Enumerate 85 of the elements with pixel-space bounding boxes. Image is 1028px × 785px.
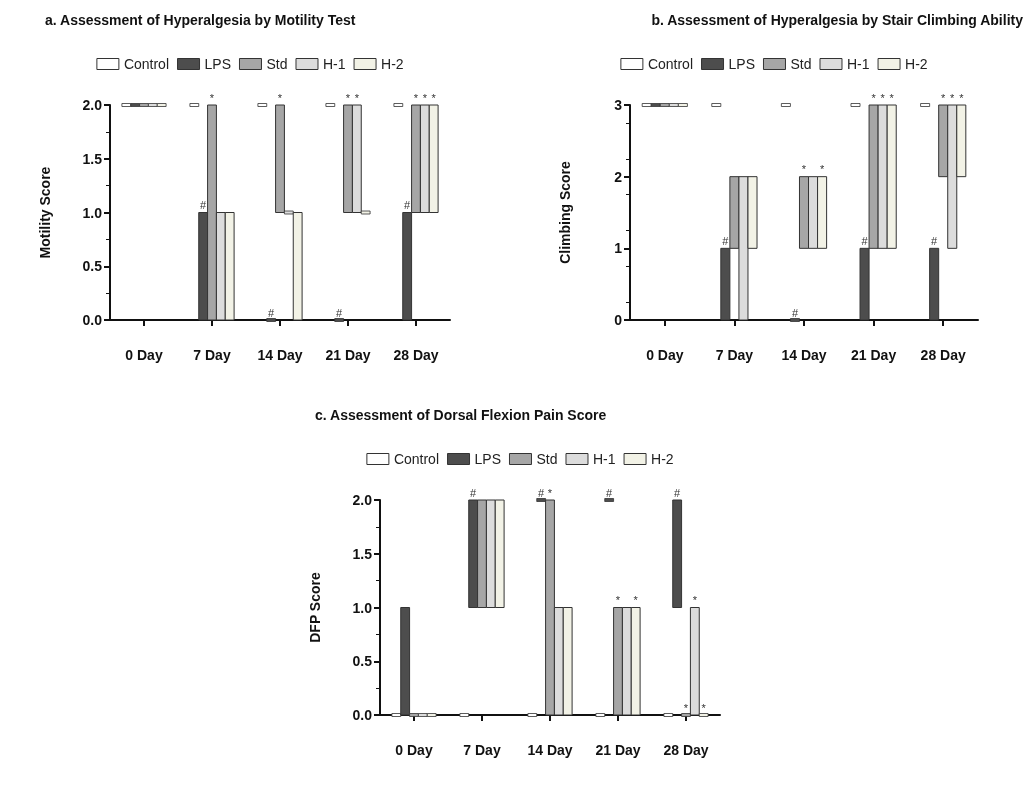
data-label: # bbox=[538, 486, 546, 499]
bar bbox=[672, 499, 683, 608]
data-label: # bbox=[268, 306, 276, 319]
legend-label: Control bbox=[393, 451, 440, 467]
data-label: * bbox=[277, 91, 283, 104]
data-label: * bbox=[422, 91, 428, 104]
y-tick-label: 2.0 bbox=[352, 492, 373, 508]
data-label: * bbox=[354, 91, 360, 104]
y-axis-title: Climbing Score bbox=[557, 160, 573, 264]
y-tick-label: 2.0 bbox=[82, 97, 103, 113]
legend-label: LPS bbox=[728, 56, 755, 72]
data-label: * bbox=[345, 91, 351, 104]
legend-label: H-1 bbox=[846, 56, 870, 72]
data-label: * bbox=[801, 163, 807, 176]
x-tick-label: 21 Day bbox=[851, 347, 897, 363]
x-tick-label: 28 Day bbox=[920, 347, 966, 363]
x-tick-label: 14 Day bbox=[257, 347, 303, 363]
data-label: * bbox=[413, 91, 419, 104]
legend-label: LPS bbox=[474, 451, 501, 467]
legend-label: H-2 bbox=[381, 56, 404, 72]
legend-label: Std bbox=[790, 56, 812, 72]
bar bbox=[929, 247, 940, 321]
data-label: * bbox=[950, 91, 956, 104]
y-tick-label: 0.0 bbox=[82, 312, 103, 328]
chart-title: a. Assessment of Hyperalgesia by Motility Test bbox=[45, 12, 356, 28]
x-tick-label: 21 Day bbox=[325, 347, 371, 363]
data-label: # bbox=[722, 234, 730, 247]
y-tick-label: 0.5 bbox=[82, 258, 103, 275]
data-label: # bbox=[674, 486, 682, 499]
data-label: * bbox=[683, 701, 689, 714]
chart-title: c. Assessment of Dorsal Flexion Pain Score bbox=[315, 407, 607, 423]
data-label: * bbox=[880, 91, 886, 104]
y-axis-title: DFP Score bbox=[307, 572, 323, 643]
data-label: * bbox=[431, 91, 437, 104]
data-label: * bbox=[941, 91, 947, 104]
legend-label: H-1 bbox=[322, 56, 346, 72]
data-label: # bbox=[861, 234, 869, 247]
x-tick-label: 7 Day bbox=[463, 742, 501, 758]
legend-label: H-2 bbox=[651, 451, 674, 467]
legend-label: LPS bbox=[204, 56, 231, 72]
y-tick-label: 1.5 bbox=[82, 150, 103, 167]
data-label: # bbox=[336, 306, 344, 319]
chart-title: b. Assessment of Hyperalgesia by Stair Climbing Ability bbox=[651, 12, 1024, 28]
y-tick-label: 3 bbox=[614, 97, 623, 113]
x-tick-label: 28 Day bbox=[393, 347, 439, 363]
y-tick-label: 1 bbox=[614, 240, 623, 257]
y-axis-title: Motility Score bbox=[37, 166, 53, 259]
x-tick-label: 21 Day bbox=[595, 742, 641, 758]
data-label: # bbox=[404, 199, 412, 211]
data-label: * bbox=[701, 701, 707, 714]
y-tick-label: 0.0 bbox=[352, 707, 373, 723]
data-label: # bbox=[470, 486, 478, 499]
y-tick-label: 0 bbox=[614, 312, 623, 328]
data-label: # bbox=[931, 234, 939, 247]
x-tick-label: 0 Day bbox=[125, 347, 163, 363]
x-tick-label: 14 Day bbox=[527, 742, 573, 758]
data-label: * bbox=[959, 91, 965, 104]
legend-label: H-1 bbox=[592, 451, 616, 467]
x-tick-label: 0 Day bbox=[395, 742, 433, 758]
y-tick-label: 1.5 bbox=[352, 545, 373, 562]
legend-label: Std bbox=[266, 56, 288, 72]
data-label: # bbox=[791, 306, 799, 319]
data-label: * bbox=[819, 163, 825, 176]
data-label: * bbox=[871, 91, 877, 104]
data-label: # bbox=[606, 486, 614, 499]
x-tick-label: 14 Day bbox=[781, 347, 827, 363]
data-label: * bbox=[889, 91, 895, 104]
legend-label: Std bbox=[536, 451, 558, 467]
x-tick-label: 0 Day bbox=[646, 347, 684, 363]
data-label: * bbox=[615, 594, 621, 606]
data-label: * bbox=[633, 594, 639, 606]
x-tick-label: 28 Day bbox=[663, 742, 709, 758]
data-label: # bbox=[200, 199, 208, 211]
y-tick-label: 1.0 bbox=[352, 599, 373, 616]
data-label: * bbox=[547, 486, 553, 499]
legend-label: Control bbox=[647, 56, 694, 72]
legend-label: Control bbox=[123, 56, 170, 72]
legend-label: H-2 bbox=[905, 56, 928, 72]
y-tick-label: 1.0 bbox=[82, 204, 103, 221]
x-tick-label: 7 Day bbox=[193, 347, 231, 363]
data-label: * bbox=[209, 91, 215, 104]
x-tick-label: 7 Day bbox=[715, 347, 754, 363]
data-label: * bbox=[692, 594, 698, 606]
y-tick-label: 2 bbox=[614, 168, 623, 185]
y-tick-label: 0.5 bbox=[352, 653, 373, 670]
